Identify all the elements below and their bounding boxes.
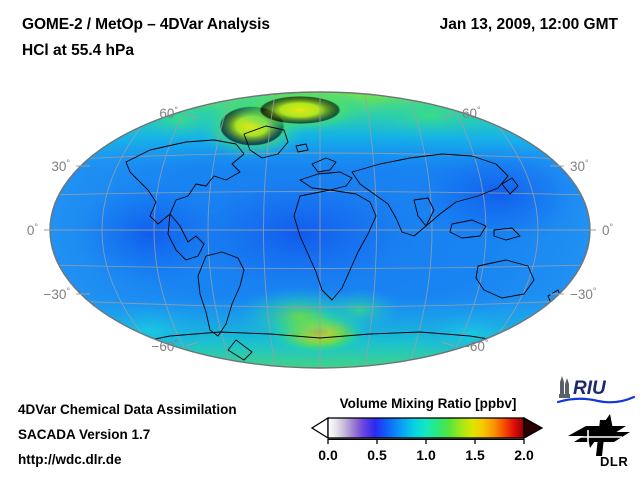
page-title: GOME‑2 / MetOp – 4DVar Analysis (22, 16, 270, 33)
pacific-minimum (410, 142, 590, 246)
graticule (50, 92, 590, 368)
global-map: 60° 60° 30° 30° 0° 0° −30° −30° −60° −60… (0, 84, 640, 384)
colorbar: Volume Mixing Ratio [ppbv] (310, 396, 546, 472)
lat-tick-marks (44, 113, 596, 347)
colorbar-tick-labels: 0.0 0.5 1.0 1.5 2.0 (310, 439, 546, 466)
riu-swoosh-icon (556, 395, 636, 404)
colorbar-gradient (327, 417, 525, 439)
lat-label-30s-left: −30° (43, 286, 70, 302)
arctic-hotspot-extension (230, 92, 370, 134)
page-subtitle: HCl at 55.4 hPa (22, 42, 134, 59)
colorbar-extend-right (523, 416, 544, 440)
map-svg: 60° 60° 30° 30° 0° 0° −30° −30° −60° −60… (27, 91, 614, 369)
colorbar-tick-2: 1.0 (416, 447, 436, 463)
data-field (50, 92, 590, 368)
dlr-logo: DLR (568, 414, 630, 469)
lat-label-30n-right: 30° (570, 158, 589, 174)
lat-label-60n-left: 60° (159, 105, 178, 121)
lat-label-60s-left: −60° (151, 338, 178, 354)
dlr-wordmark: DLR (600, 454, 628, 469)
colorbar-tick-1: 0.5 (367, 447, 387, 463)
colorbar-title: Volume Mixing Ratio [ppbv] (339, 396, 517, 411)
dlr-mark-icon (568, 414, 630, 456)
timestamp-label: Jan 13, 2009, 12:00 GMT (439, 16, 618, 33)
lat-label-0-left: 0° (27, 222, 39, 238)
colorbar-tick-3: 1.5 (465, 447, 485, 463)
colorbar-tick-marks (327, 439, 525, 444)
colorbar-tick-0: 0.0 (318, 447, 338, 463)
colorbar-swatch (310, 416, 544, 440)
lat-label-30n-left: 30° (51, 158, 70, 174)
lat-label-60n-right: 60° (462, 105, 481, 121)
lat-label-0-right: 0° (602, 222, 614, 238)
siberian-enhancement (360, 92, 500, 142)
footer-line-url: http://wdc.dlr.de (18, 452, 122, 467)
antarctic-east-lobe (320, 288, 400, 332)
tropical-minimum (180, 172, 420, 296)
riu-logo: RIU (556, 376, 636, 404)
dlr-mark-cuts (578, 430, 622, 452)
colorbar-extend-left (310, 416, 329, 440)
colorbar-tick-4: 2.0 (514, 447, 534, 463)
atlantic-minimum (70, 179, 230, 289)
riu-tower-icon (559, 376, 570, 398)
lat-label-60s-right: −60° (462, 338, 489, 354)
latitude-labels: 60° 60° 30° 30° 0° 0° −30° −30° −60° −60… (27, 105, 614, 354)
lat-label-30s-right: −30° (570, 286, 597, 302)
footer-line-assimilation: 4DVar Chemical Data Assimilation (18, 402, 237, 417)
footer-line-version: SACADA Version 1.7 (18, 427, 151, 442)
coastlines (119, 125, 563, 361)
southern-pacific-patch (90, 302, 210, 358)
riu-wordmark: RIU (573, 378, 607, 399)
